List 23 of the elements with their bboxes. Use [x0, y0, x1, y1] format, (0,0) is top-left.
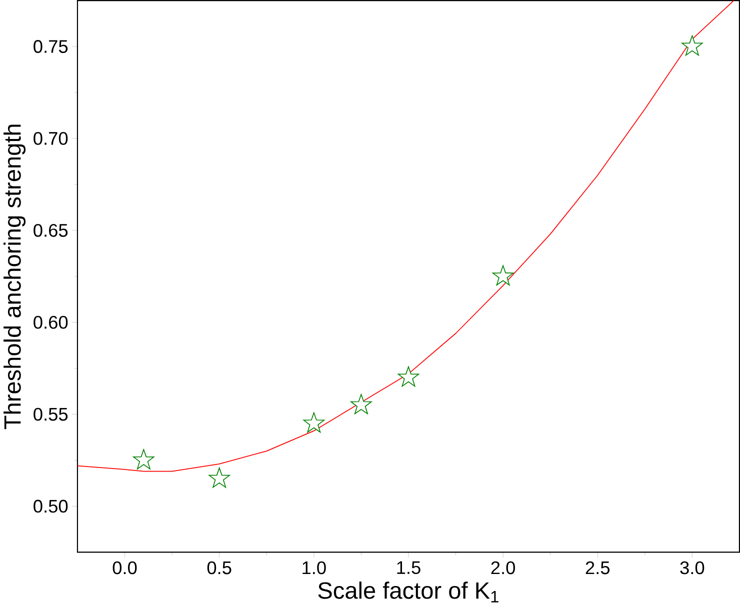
y-tick-label: 0.65: [34, 224, 68, 237]
x-tick-label: 1.0: [302, 561, 326, 574]
x-tick-label: 3.0: [680, 561, 704, 574]
y-axis-title: Threshold anchoring strength: [4, 124, 26, 430]
x-tick-label: 0.0: [112, 561, 137, 574]
y-tick-label: 0.50: [34, 500, 68, 513]
point: [350, 394, 372, 414]
y-tick-label: 0.60: [34, 316, 68, 329]
x-axis-title: Scale factor of K$_{1}$: [318, 582, 498, 602]
y-tick-label: 0.70: [34, 132, 68, 145]
y-tick-label: 0.55: [34, 408, 68, 421]
point: [133, 449, 154, 470]
x-tick-label: 0.5: [207, 561, 232, 574]
y-tick-label: 0.75: [34, 40, 68, 53]
point: [208, 468, 230, 488]
point: [303, 412, 325, 433]
x-tick-label: 2.0: [491, 561, 515, 574]
x-tick-label: 2.5: [586, 561, 610, 574]
x-tick-label: 1.5: [397, 561, 420, 574]
line-series: [77, 0, 734, 472]
point: [492, 265, 514, 286]
point: [682, 35, 703, 56]
point: [398, 366, 420, 387]
